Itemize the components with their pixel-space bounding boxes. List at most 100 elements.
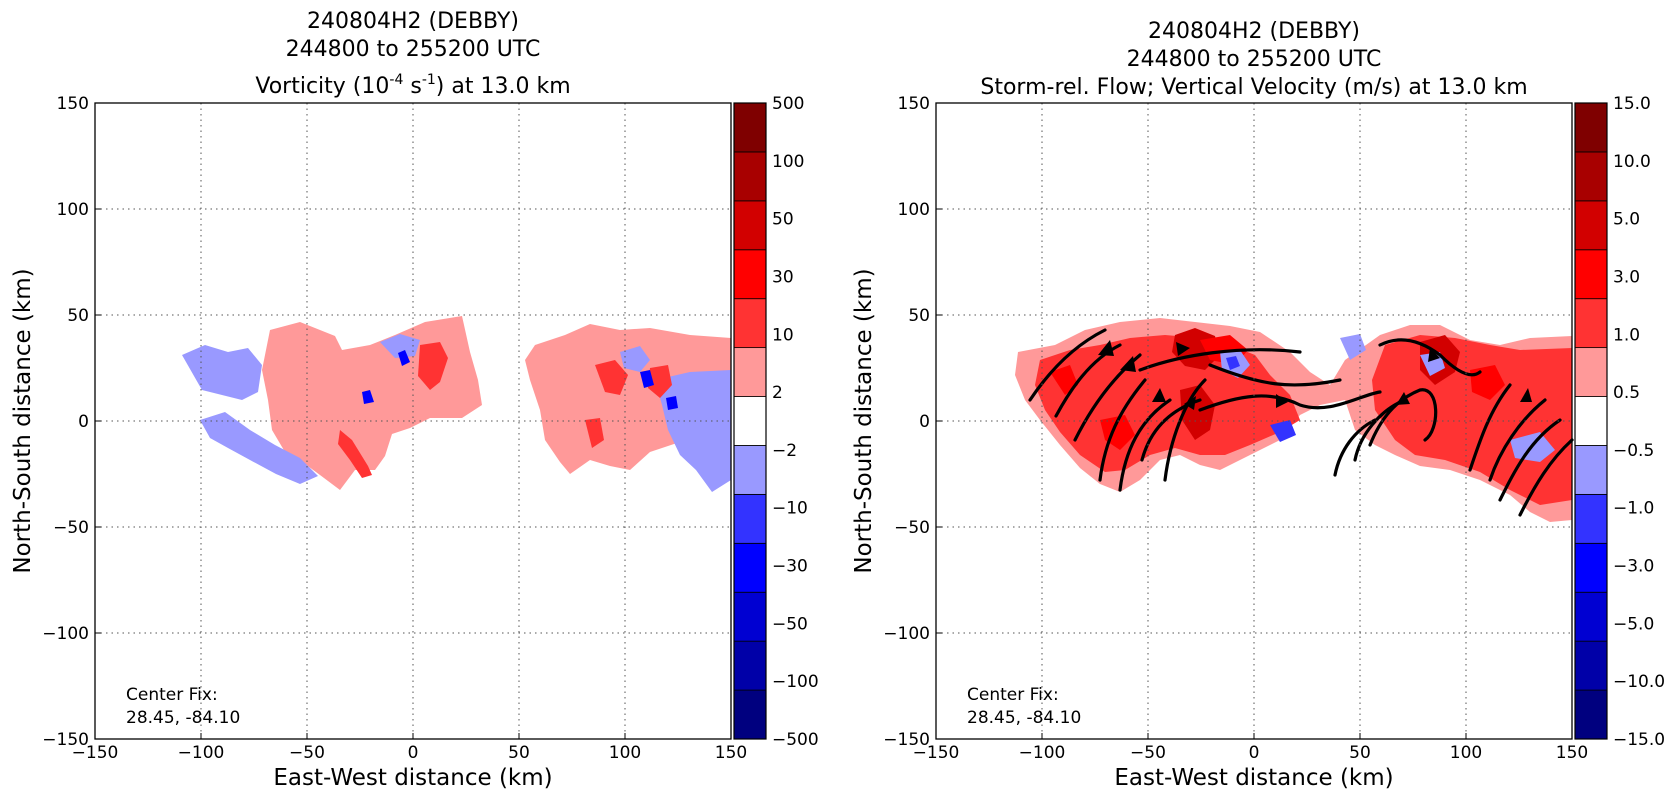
y-tick-label: 100	[898, 200, 930, 220]
y-tick-label: −50	[53, 518, 89, 538]
colorbar-label: 10.0	[1613, 152, 1651, 172]
colorbar-label: −2	[772, 441, 797, 461]
y-tick-label: 50	[67, 306, 89, 326]
colorbar-swatch	[1574, 249, 1608, 300]
y-tick-label: 0	[919, 412, 930, 432]
panel1-title-line3: Vorticity (10-4 s-1) at 13.0 km	[255, 72, 570, 99]
colorbar-label: 2	[772, 383, 783, 403]
colorbar-label: 15.0	[1613, 94, 1651, 114]
panel2-title-line3: Storm-rel. Flow; Vertical Velocity (m/s)…	[980, 75, 1527, 100]
x-tick-label: −150	[72, 743, 119, 763]
colorbar-label: −30	[772, 557, 808, 577]
colorbar-swatch	[1574, 591, 1608, 642]
panel1-plot-area	[94, 102, 732, 740]
colorbar-swatch	[1574, 542, 1608, 593]
x-tick-label: −50	[289, 743, 325, 763]
colorbar-swatch	[733, 493, 767, 544]
colorbar-swatch	[733, 249, 767, 300]
panel1-title-line2: 244800 to 255200 UTC	[286, 37, 541, 62]
colorbar-swatch	[733, 640, 767, 691]
panel1-y-axis-label: North-South distance (km)	[10, 268, 36, 573]
panel2-title-line2: 244800 to 255200 UTC	[1127, 47, 1382, 72]
colorbar-label: 10	[772, 325, 794, 345]
colorbar-label: −0.5	[1613, 441, 1654, 461]
panel2-grid	[936, 103, 1572, 739]
panel2-title-line1: 240804H2 (DEBBY)	[1148, 19, 1360, 44]
colorbar-label: −3.0	[1613, 557, 1654, 577]
colorbar-swatch	[733, 298, 767, 349]
colorbar-swatch	[733, 445, 767, 495]
colorbar-label: −10	[772, 499, 808, 519]
y-tick-label: 0	[78, 412, 89, 432]
y-tick-label: −100	[883, 624, 930, 644]
colorbar-swatch	[1574, 493, 1608, 544]
y-tick-label: −50	[894, 518, 930, 538]
x-tick-label: −100	[1019, 743, 1066, 763]
x-tick-label: 150	[1556, 743, 1588, 763]
panel2-plot-area	[935, 102, 1574, 740]
colorbar-swatch	[733, 102, 767, 153]
colorbar-swatch	[1574, 347, 1608, 397]
colorbar-swatch	[733, 591, 767, 642]
x-tick-label: 0	[408, 743, 419, 763]
y-tick-label: −150	[883, 730, 930, 750]
x-tick-label: 0	[1249, 743, 1260, 763]
colorbar-swatch	[1574, 151, 1608, 202]
colorbar-label: −100	[772, 672, 819, 692]
x-tick-label: 100	[609, 743, 641, 763]
panel2-colorbar: −15.0 −10.0 −5.0 −3.0 −1.0 −0.5 0.5 1.0 3.0 5.0 10…	[1574, 94, 1665, 750]
y-tick-label: 100	[57, 200, 89, 220]
panel2-x-tick-labels: −150 −100 −50 0 50 100 150	[913, 743, 1589, 763]
colorbar-swatch	[733, 200, 767, 251]
colorbar-label: 3.0	[1613, 267, 1640, 287]
y-tick-label: 150	[898, 94, 930, 114]
colorbar-swatch	[1574, 689, 1608, 740]
panel2-center-fix-value: 28.45, -84.10	[967, 708, 1081, 728]
panel-vorticity: 240804H2 (DEBBY) 244800 to 255200 UTC Vo…	[10, 9, 819, 791]
colorbar-swatch	[733, 542, 767, 593]
colorbar-label: −1.0	[1613, 499, 1654, 519]
x-tick-label: −50	[1130, 743, 1166, 763]
vorticity-field	[182, 316, 731, 492]
panel1-x-tick-labels: −150 −100 −50 0 50 100 150	[72, 743, 748, 763]
panel1-title-line1: 240804H2 (DEBBY)	[307, 9, 519, 34]
colorbar-swatch	[1574, 200, 1608, 251]
y-tick-label: 50	[908, 306, 930, 326]
x-tick-label: 150	[715, 743, 747, 763]
panel2-y-tick-labels: −150 −100 −50 0 50 100 150	[883, 94, 930, 750]
panel2-y-axis-label: North-South distance (km)	[851, 268, 877, 573]
x-tick-label: −150	[913, 743, 960, 763]
y-tick-label: 150	[57, 94, 89, 114]
colorbar-label: 1.0	[1613, 325, 1640, 345]
colorbar-label: −50	[772, 614, 808, 634]
colorbar-swatch	[733, 347, 767, 397]
colorbar-swatch	[733, 689, 767, 740]
panel2-x-axis-label: East-West distance (km)	[1114, 765, 1393, 791]
x-tick-label: 50	[508, 743, 530, 763]
panel1-y-tick-labels: −150 −100 −50 0 50 100 150	[42, 94, 89, 750]
x-tick-label: 100	[1450, 743, 1482, 763]
colorbar-label: 0.5	[1613, 383, 1640, 403]
colorbar-swatch	[1574, 640, 1608, 691]
colorbar-label: 500	[772, 94, 804, 114]
y-tick-label: −150	[42, 730, 89, 750]
colorbar-swatch	[1574, 298, 1608, 349]
colorbar-label: −500	[772, 730, 819, 750]
colorbar-label: −5.0	[1613, 614, 1654, 634]
colorbar-label: −10.0	[1613, 672, 1665, 692]
panel1-center-fix-value: 28.45, -84.10	[126, 708, 240, 728]
colorbar-swatch	[1574, 445, 1608, 495]
colorbar-swatch	[733, 151, 767, 202]
colorbar-swatch	[1574, 396, 1608, 446]
panel2-center-fix-label: Center Fix:	[967, 685, 1059, 705]
panel1-colorbar: −500 −100 −50 −30 −10 −2 2 10 30 50 100 500	[733, 94, 819, 750]
colorbar-label: 100	[772, 152, 804, 172]
panel-vertical-velocity: 240804H2 (DEBBY) 244800 to 255200 UTC St…	[851, 19, 1665, 791]
panel1-x-axis-label: East-West distance (km)	[273, 765, 552, 791]
panel1-grid	[95, 103, 731, 739]
colorbar-label: −15.0	[1613, 730, 1665, 750]
streamline-arrows	[1098, 340, 1532, 410]
x-tick-label: 50	[1349, 743, 1371, 763]
colorbar-swatch	[1574, 102, 1608, 153]
